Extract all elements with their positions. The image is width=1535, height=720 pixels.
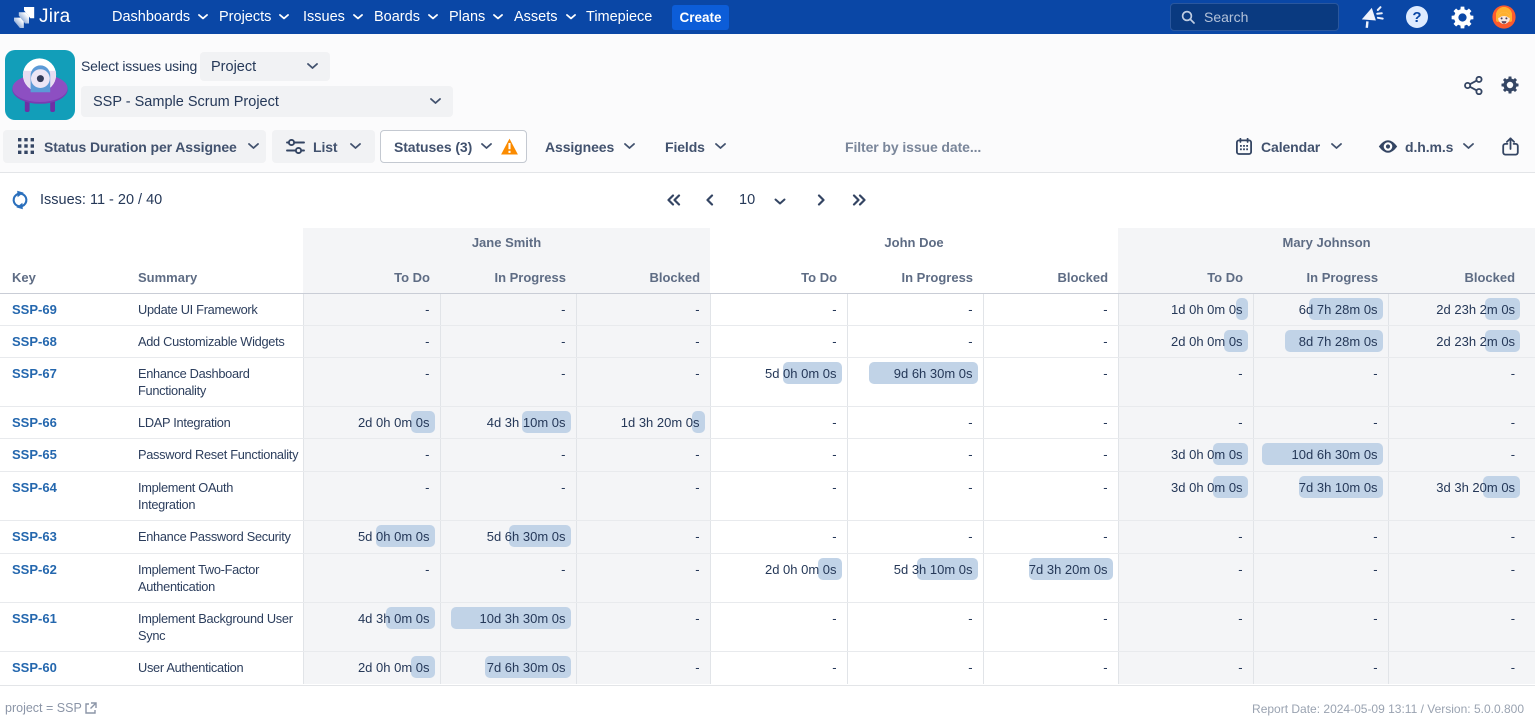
svg-text:?: ? bbox=[1412, 9, 1421, 26]
